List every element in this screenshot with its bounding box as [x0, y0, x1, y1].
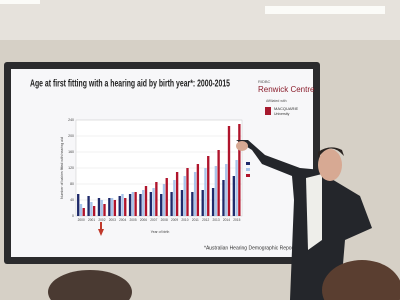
bar [207, 156, 210, 216]
bar [238, 124, 241, 216]
footnote: *Australian Hearing Demographic Report [204, 245, 295, 251]
bar [186, 168, 189, 216]
x-tick-label: 2012 [202, 218, 209, 222]
bar [144, 186, 148, 216]
audience-head [322, 260, 400, 305]
arrow [98, 222, 104, 236]
x-tick-label: 2011 [192, 218, 199, 222]
legend-swatch [246, 162, 250, 165]
bar [110, 198, 114, 216]
ceiling-light [265, 6, 385, 14]
slide-title: Age at first fitting with a hearing aid … [30, 79, 230, 90]
bar [108, 198, 111, 216]
x-tick-label: 2005 [130, 218, 137, 222]
presenter-shirt [306, 174, 322, 250]
y-tick-label: 240 [68, 118, 74, 122]
bar [134, 192, 137, 216]
ceiling-light [0, 0, 40, 4]
x-tick-label: 2013 [213, 218, 220, 222]
chart: 0 40 80 120 160 200 240 2000 2001 2002 2003 2004 200… [68, 118, 250, 222]
bar [100, 200, 103, 216]
bar [155, 182, 158, 216]
bar [79, 204, 83, 216]
bar [103, 204, 106, 216]
bar [113, 200, 117, 216]
logo-small: RIDBC [258, 79, 271, 84]
presenter-hand [236, 141, 248, 151]
y-tick-label: 160 [68, 150, 74, 154]
bar [173, 180, 176, 216]
x-tick-label: 2003 [109, 218, 116, 222]
x-tick-label: 2015 [233, 218, 240, 222]
legend-swatch [246, 174, 250, 177]
bar [97, 198, 101, 216]
university-sub: University [274, 112, 290, 116]
bar [183, 176, 186, 216]
bar [90, 202, 93, 216]
bar [201, 190, 204, 216]
x-tick-label: 2000 [78, 218, 85, 222]
bar [152, 188, 155, 216]
affiliation: Affiliated with [266, 99, 287, 103]
bar [222, 180, 225, 216]
bar [196, 164, 200, 216]
y-axis-label: Number of babies fitted with hearing aid [60, 137, 64, 199]
bar [160, 194, 163, 216]
y-tick-label: 200 [68, 134, 74, 138]
bar [191, 192, 194, 216]
bar [180, 190, 184, 216]
x-tick-label: 2001 [88, 218, 95, 222]
bar [211, 188, 215, 216]
bar [232, 176, 236, 216]
y-tick-label: 120 [68, 166, 74, 170]
x-tick-label: 2002 [98, 218, 105, 222]
bar [77, 194, 80, 216]
x-tick-label: 2007 [150, 218, 157, 222]
bar [139, 194, 142, 216]
bar [175, 172, 179, 216]
bar [214, 166, 218, 216]
y-tick-label: 40 [70, 198, 74, 202]
x-tick-label: 2009 [171, 218, 178, 222]
bar [121, 194, 124, 216]
presenter-hair [318, 147, 344, 158]
presenter-suit [236, 140, 372, 300]
y-tick-label: 0 [72, 214, 74, 218]
bar [92, 206, 96, 216]
bar [149, 192, 153, 216]
bar [227, 126, 231, 216]
bar [118, 196, 121, 216]
bar [82, 208, 85, 216]
bar [217, 150, 220, 216]
bar [193, 172, 197, 216]
x-tick-label: 2008 [161, 218, 168, 222]
presenter-head [318, 149, 342, 181]
bar [225, 164, 228, 216]
x-tick-label: 2010 [181, 218, 188, 222]
bar [204, 168, 207, 216]
bar [165, 178, 168, 216]
x-tick-label: 2006 [140, 218, 147, 222]
bar [162, 184, 166, 216]
bar [87, 196, 90, 216]
legend-swatch [246, 168, 250, 171]
audience-head [48, 270, 132, 305]
bar [235, 160, 238, 216]
y-tick-label: 80 [70, 182, 74, 186]
university: MACQUARIE [274, 106, 299, 111]
bar [124, 198, 127, 216]
bar [131, 192, 135, 216]
bar [142, 190, 145, 216]
bar [170, 192, 173, 216]
x-axis-label: Year of birth [151, 230, 170, 234]
university-crest [265, 107, 271, 115]
x-tick-label: 2004 [119, 218, 126, 222]
bar [128, 194, 132, 216]
logo-name: Renwick Centre [258, 85, 315, 94]
x-tick-label: 2014 [223, 218, 230, 222]
